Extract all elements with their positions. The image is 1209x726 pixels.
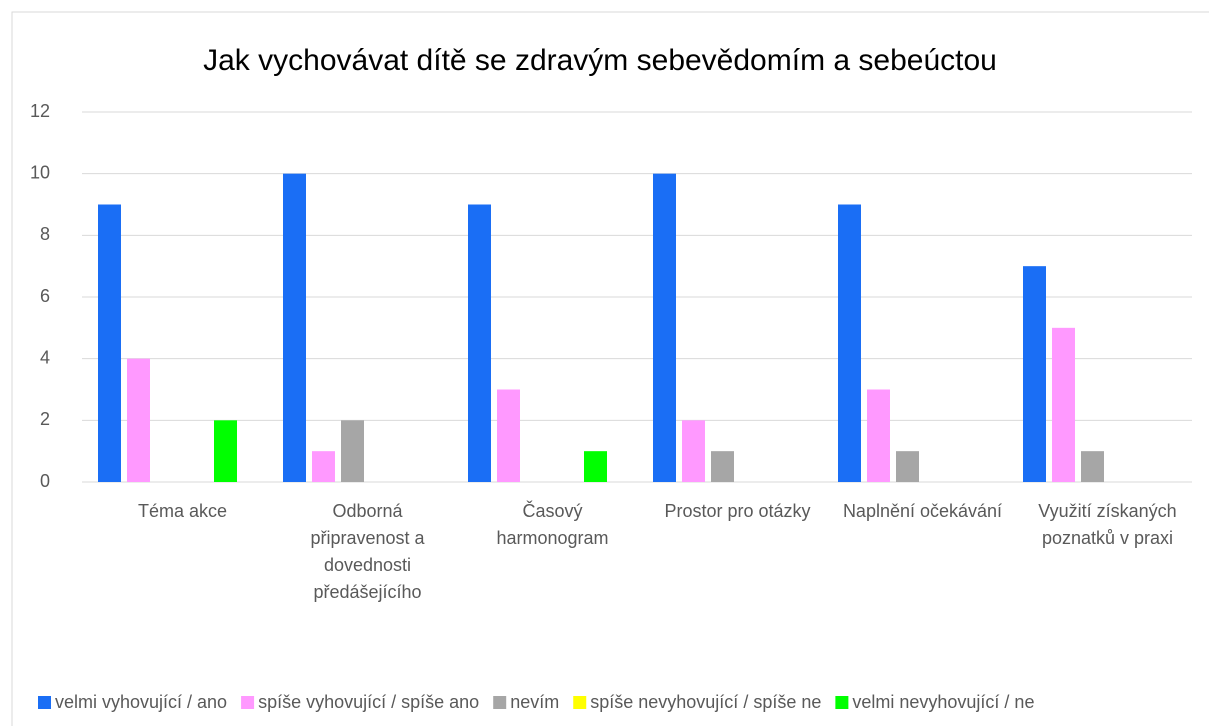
legend-swatch bbox=[241, 696, 255, 709]
bar bbox=[214, 420, 237, 482]
legend-label: velmi nevyhovující / ne bbox=[852, 692, 1034, 712]
bar bbox=[1023, 266, 1046, 482]
bar bbox=[283, 173, 306, 482]
bar bbox=[341, 420, 364, 482]
chart-title: Jak vychovávat dítě se zdravým sebevědom… bbox=[203, 44, 997, 77]
chart-border bbox=[11, 11, 1209, 726]
bar bbox=[1081, 451, 1104, 482]
x-tick-label: Téma akce bbox=[137, 501, 228, 521]
bar bbox=[867, 389, 890, 482]
x-tick-label: Využití získaných poznatků v praxi bbox=[1038, 501, 1177, 548]
legend-label: spíše vyhovující / spíše ano bbox=[258, 692, 479, 712]
bar bbox=[312, 451, 335, 482]
y-tick-label: 10 bbox=[30, 162, 50, 182]
legend-swatch bbox=[835, 696, 849, 709]
bar bbox=[682, 420, 705, 482]
y-tick-label: 2 bbox=[40, 409, 50, 429]
bar bbox=[584, 451, 607, 482]
y-tick-label: 0 bbox=[40, 471, 50, 491]
legend-label: velmi vyhovující / ano bbox=[55, 692, 227, 712]
bar bbox=[896, 451, 919, 482]
bar bbox=[653, 173, 676, 482]
x-tick-label: Časový harmonogram bbox=[496, 501, 609, 548]
y-tick-label: 8 bbox=[40, 224, 50, 244]
legend-label: nevím bbox=[510, 692, 559, 712]
y-tick-label: 4 bbox=[40, 347, 50, 367]
legend-swatch bbox=[573, 696, 587, 709]
legend-swatch bbox=[493, 696, 507, 709]
y-tick-label: 6 bbox=[40, 286, 50, 306]
bar bbox=[468, 204, 491, 482]
x-tick-label: Prostor pro otázky bbox=[664, 501, 811, 521]
bar bbox=[98, 204, 121, 482]
bar bbox=[838, 204, 861, 482]
y-tick-label: 12 bbox=[30, 101, 50, 121]
legend-label: spíše nevyhovující / spíše ne bbox=[590, 692, 821, 712]
x-tick-label: Odborná připravenost a dovednosti předáš… bbox=[310, 501, 425, 602]
x-tick-label: Naplnění očekávání bbox=[842, 501, 1003, 521]
bar bbox=[711, 451, 734, 482]
bar bbox=[127, 358, 150, 482]
legend-swatch bbox=[38, 696, 51, 709]
bar bbox=[497, 389, 520, 482]
bar bbox=[1052, 327, 1075, 482]
